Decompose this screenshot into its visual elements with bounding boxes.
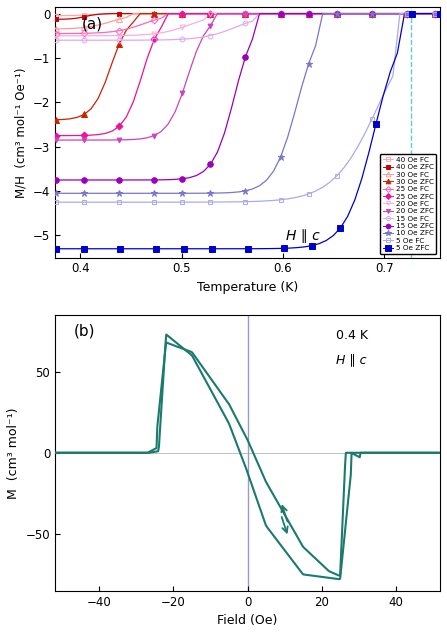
Text: H ∥ c: H ∥ c	[336, 354, 367, 366]
Y-axis label: M  (cm³ mol⁻¹): M (cm³ mol⁻¹)	[7, 407, 20, 498]
X-axis label: Temperature (K): Temperature (K)	[197, 281, 298, 294]
Text: (a): (a)	[82, 17, 103, 32]
Text: (b): (b)	[74, 323, 96, 338]
X-axis label: Field (Oe): Field (Oe)	[217, 614, 278, 627]
Legend: 40 Oe FC, 40 Oe ZFC, 30 Oe FC, 30 Oe ZFC, 25 Oe FC, 25 Oe ZFC, 20 Oe FC, 20 Oe Z: 40 Oe FC, 40 Oe ZFC, 30 Oe FC, 30 Oe ZFC…	[380, 154, 436, 254]
Y-axis label: M/H  (cm³ mol⁻¹ Oe⁻¹): M/H (cm³ mol⁻¹ Oe⁻¹)	[14, 67, 27, 198]
Text: 0.4 K: 0.4 K	[336, 328, 368, 342]
Text: H ∥ c: H ∥ c	[286, 229, 320, 243]
